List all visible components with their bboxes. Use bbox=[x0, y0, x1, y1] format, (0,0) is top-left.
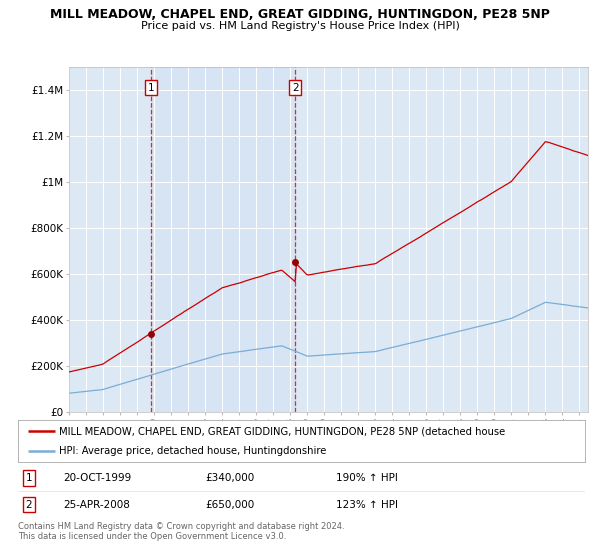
Text: Price paid vs. HM Land Registry's House Price Index (HPI): Price paid vs. HM Land Registry's House … bbox=[140, 21, 460, 31]
Text: 2: 2 bbox=[25, 500, 32, 510]
Text: 1: 1 bbox=[148, 83, 154, 93]
Text: £650,000: £650,000 bbox=[205, 500, 254, 510]
Bar bbox=[151, 67, 295, 412]
Text: 2: 2 bbox=[292, 83, 299, 93]
Text: This data is licensed under the Open Government Licence v3.0.: This data is licensed under the Open Gov… bbox=[18, 532, 286, 541]
Text: 123% ↑ HPI: 123% ↑ HPI bbox=[335, 500, 398, 510]
Text: 1: 1 bbox=[25, 473, 32, 483]
Text: 190% ↑ HPI: 190% ↑ HPI bbox=[335, 473, 397, 483]
Text: HPI: Average price, detached house, Huntingdonshire: HPI: Average price, detached house, Hunt… bbox=[59, 446, 326, 456]
Text: MILL MEADOW, CHAPEL END, GREAT GIDDING, HUNTINGDON, PE28 5NP: MILL MEADOW, CHAPEL END, GREAT GIDDING, … bbox=[50, 8, 550, 21]
Text: 20-OCT-1999: 20-OCT-1999 bbox=[64, 473, 131, 483]
Text: 25-APR-2008: 25-APR-2008 bbox=[64, 500, 130, 510]
Text: £340,000: £340,000 bbox=[205, 473, 254, 483]
Text: MILL MEADOW, CHAPEL END, GREAT GIDDING, HUNTINGDON, PE28 5NP (detached house: MILL MEADOW, CHAPEL END, GREAT GIDDING, … bbox=[59, 426, 505, 436]
Text: Contains HM Land Registry data © Crown copyright and database right 2024.: Contains HM Land Registry data © Crown c… bbox=[18, 522, 344, 531]
